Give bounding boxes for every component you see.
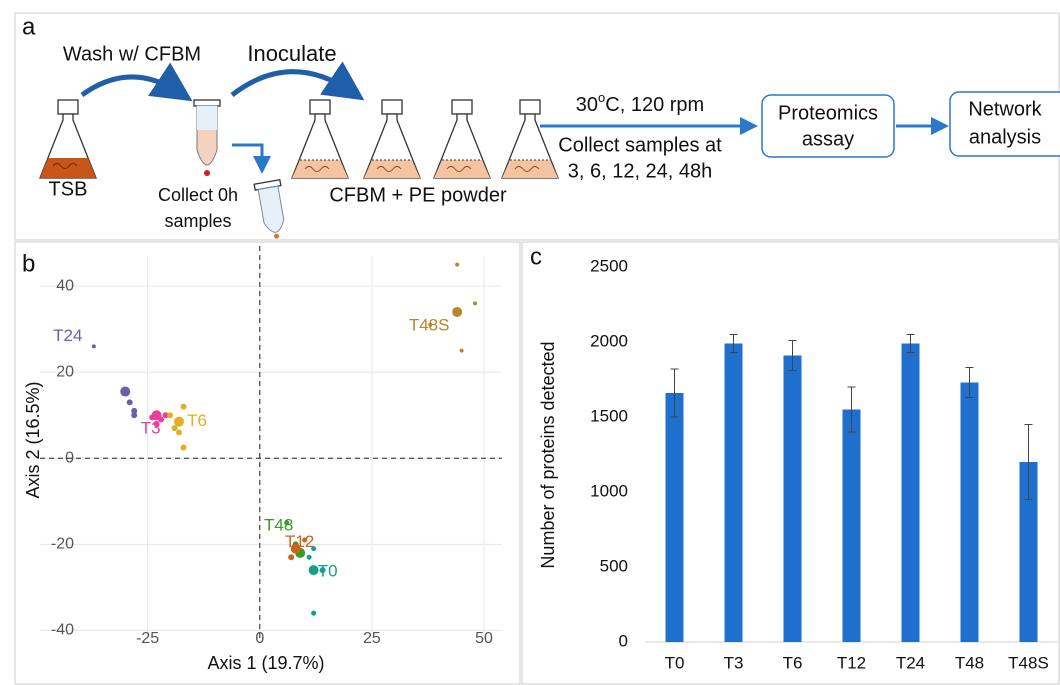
flask bbox=[40, 100, 96, 178]
y-tick-label: -40 bbox=[51, 622, 74, 639]
y-axis-label: Axis 2 (16.5%) bbox=[23, 381, 43, 498]
flask-liquid bbox=[292, 160, 348, 178]
flask bbox=[364, 100, 420, 178]
x-tick-label: T48S bbox=[1008, 653, 1049, 672]
point bbox=[311, 546, 316, 551]
x-axis-label: Axis 1 (19.7%) bbox=[207, 653, 324, 673]
label: CFBM + PE powder bbox=[329, 184, 507, 206]
bar bbox=[666, 393, 684, 642]
x-tick-label: T0 bbox=[665, 653, 685, 672]
flask-cap bbox=[452, 100, 472, 114]
point bbox=[307, 555, 312, 560]
arrow bbox=[232, 72, 352, 95]
bar bbox=[784, 356, 802, 643]
point bbox=[452, 307, 462, 317]
flask bbox=[502, 100, 558, 178]
bar-chart: 0 500 1000 1500 2000 2500 Number of proteins d… bbox=[538, 256, 1058, 672]
x-tick-label: T24 bbox=[896, 653, 925, 672]
point bbox=[181, 404, 187, 410]
point bbox=[181, 445, 187, 451]
arrow bbox=[82, 77, 180, 95]
label: 3, 6, 12, 24, 48h bbox=[568, 160, 713, 182]
x-tick-label: T3 bbox=[724, 653, 744, 672]
label: analysis bbox=[969, 126, 1041, 148]
x-tick-label: 0 bbox=[255, 630, 264, 647]
flask-liquid bbox=[502, 160, 558, 178]
point bbox=[92, 344, 96, 348]
point bbox=[174, 417, 184, 427]
point bbox=[167, 412, 173, 418]
point bbox=[460, 349, 464, 353]
x-tick-label: 50 bbox=[475, 630, 493, 647]
flask-liquid bbox=[434, 160, 490, 178]
panel-label: a bbox=[22, 13, 36, 40]
bar bbox=[902, 344, 920, 643]
y-tick-label: 1000 bbox=[590, 481, 628, 500]
y-tick-label: 2000 bbox=[590, 331, 628, 350]
x-tick-label: T48 bbox=[955, 653, 984, 672]
series-label: T12 bbox=[285, 532, 314, 551]
point bbox=[455, 263, 459, 267]
arrow bbox=[232, 145, 262, 168]
flask-cap bbox=[382, 100, 402, 114]
label: Inoculate bbox=[247, 41, 336, 66]
y-tick-label: 1500 bbox=[590, 406, 628, 425]
point bbox=[120, 387, 130, 397]
point bbox=[288, 554, 294, 560]
y-tick-label: 0 bbox=[619, 631, 628, 650]
series-label: T6 bbox=[187, 411, 207, 430]
y-tick-label: 20 bbox=[56, 363, 74, 380]
point bbox=[311, 611, 316, 616]
x-tick-label: T6 bbox=[783, 653, 803, 672]
x-tick-label: 25 bbox=[363, 630, 381, 647]
series-label: T0 bbox=[318, 562, 338, 581]
bar bbox=[961, 383, 979, 643]
y-axis-label: Number of proteins detected bbox=[538, 341, 558, 568]
point bbox=[473, 301, 477, 305]
x-tick-label: T12 bbox=[837, 653, 866, 672]
bar bbox=[725, 344, 743, 643]
series-label: T3 bbox=[141, 419, 161, 438]
label: Collect 0h bbox=[158, 185, 238, 205]
label: Proteomics bbox=[778, 102, 878, 124]
flask bbox=[292, 100, 348, 178]
x-tick-label: -25 bbox=[136, 630, 159, 647]
tube bbox=[194, 100, 220, 176]
y-tick-label: -20 bbox=[51, 536, 74, 553]
series-label: T24 bbox=[53, 326, 82, 345]
label: assay bbox=[802, 128, 854, 150]
y-tick-label: 2500 bbox=[590, 256, 628, 275]
tube bbox=[254, 180, 290, 241]
flasks bbox=[292, 100, 558, 178]
series-label: T48S bbox=[409, 315, 450, 334]
flask-cap bbox=[520, 100, 540, 114]
y-tick-label: 40 bbox=[56, 277, 74, 294]
panel-b-frame bbox=[15, 242, 520, 684]
label: 30 bbox=[576, 94, 598, 116]
label: C, 120 rpm bbox=[605, 94, 704, 116]
label: Network bbox=[968, 98, 1042, 120]
label: 30oC, 120 rpm bbox=[576, 90, 704, 116]
label: samples bbox=[164, 211, 231, 231]
flask bbox=[434, 100, 490, 178]
flask-cap bbox=[310, 100, 330, 114]
point bbox=[131, 412, 137, 418]
point bbox=[172, 425, 178, 431]
label: Collect samples at bbox=[558, 134, 722, 156]
label: Wash w/ CFBM bbox=[63, 43, 201, 65]
panel-label: b bbox=[22, 250, 35, 277]
bar bbox=[843, 410, 861, 643]
diagram: Wash w/ CFBM Inoculate TSB Collect 0h sa… bbox=[40, 41, 1060, 241]
label: o bbox=[598, 90, 605, 105]
y-tick-label: 500 bbox=[600, 556, 628, 575]
point bbox=[127, 399, 133, 405]
figure: a b c Wash w/ CFBM Inoculate TSB Collect… bbox=[0, 0, 1060, 685]
panel-label: c bbox=[530, 243, 542, 270]
flask-liquid bbox=[364, 160, 420, 178]
point bbox=[176, 429, 182, 435]
label: TSB bbox=[49, 178, 88, 200]
